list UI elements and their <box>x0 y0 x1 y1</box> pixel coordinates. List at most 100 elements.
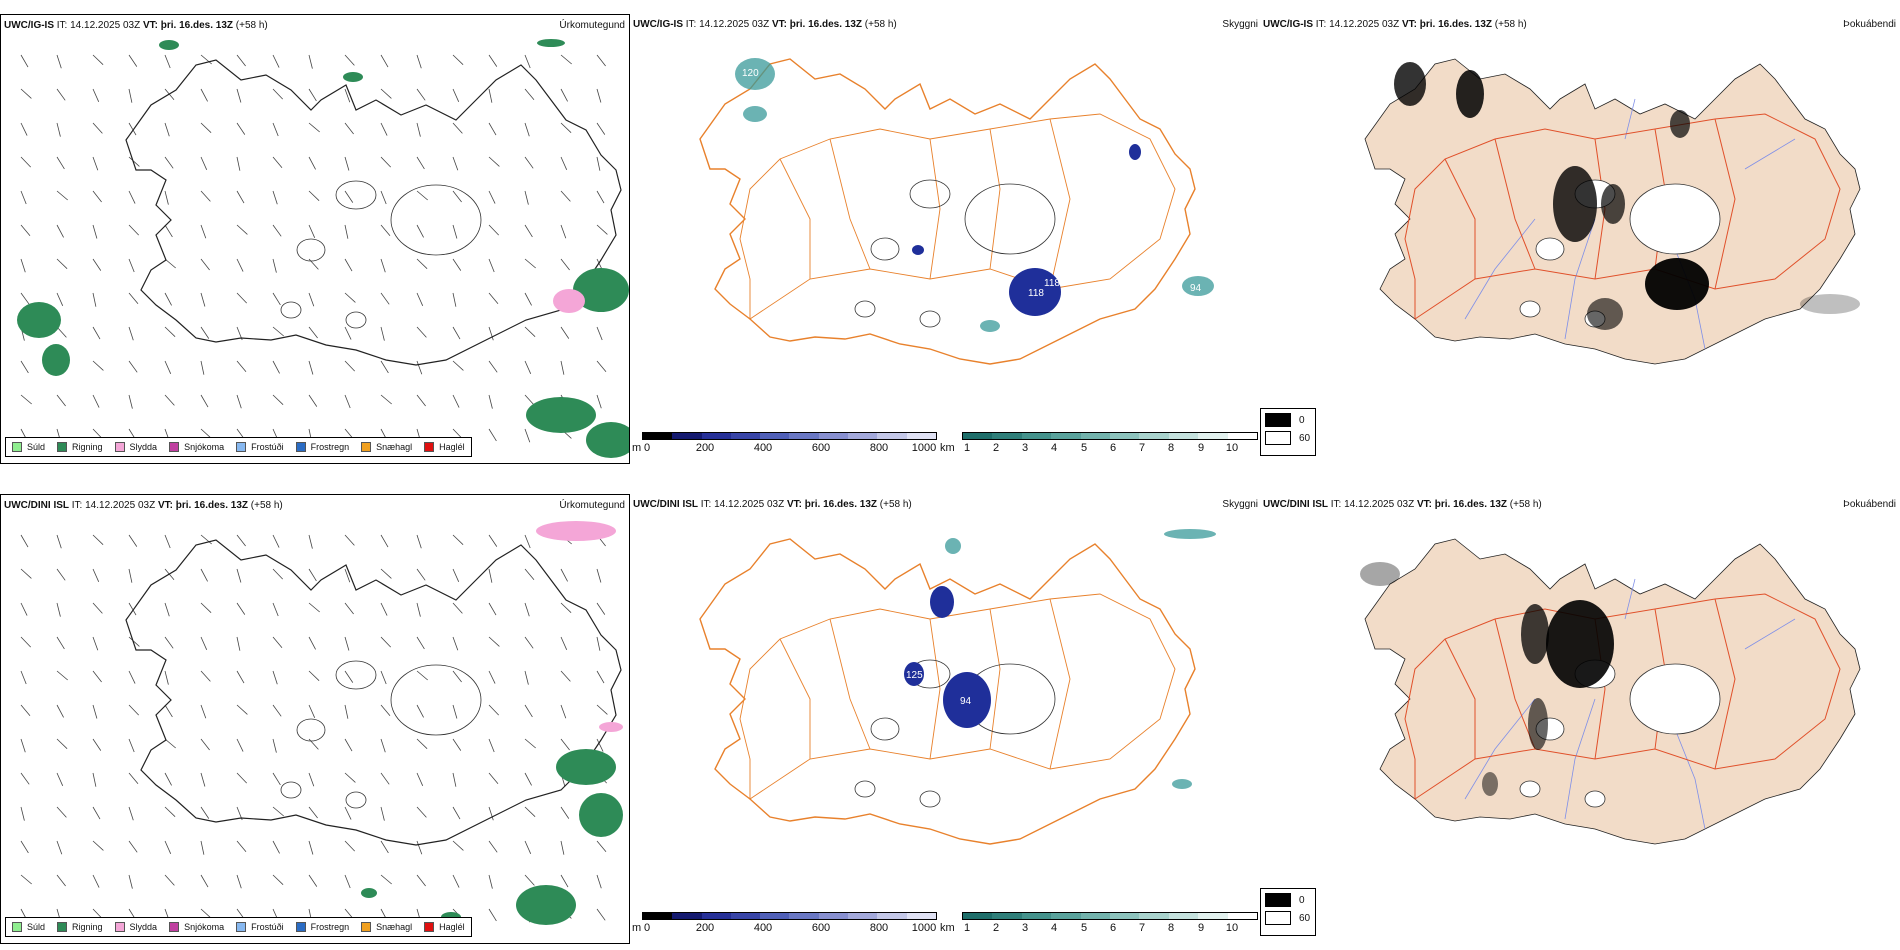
visibility-ticks: 1 2 3 4 5 6 7 8 9 10 <box>963 922 1239 934</box>
rain-areas <box>361 749 623 925</box>
ceiling-area <box>943 672 991 728</box>
fog-areas <box>1360 562 1614 796</box>
panel-title: Þokuábendi <box>1843 499 1896 510</box>
fog-area <box>1645 258 1709 310</box>
ceiling-value: 118 <box>1044 278 1060 289</box>
rain-area <box>17 302 61 338</box>
ceiling-colorbar: m 0 200 400 600 800 1000 <box>632 912 937 936</box>
ceiling-area <box>912 245 924 255</box>
rain-area <box>573 268 629 312</box>
visibility-unit: km <box>940 922 955 934</box>
legend-item: Frostúði <box>236 442 284 452</box>
visibility-value: 120 <box>742 68 759 79</box>
panel-header: UWC/IG-IS IT: 14.12.2025 03Z VT: þri. 16… <box>1263 19 1527 30</box>
glacier-outlines <box>854 179 1056 328</box>
panel-header: UWC/DINI ISL IT: 14.12.2025 03Z VT: þri.… <box>633 499 912 510</box>
sleet-area <box>553 289 585 313</box>
ceiling-unit: m <box>632 922 642 934</box>
visibility-area <box>1172 779 1192 789</box>
precip-legend: Súld Rigning Slydda Snjókoma Frostúði Fr… <box>5 437 472 457</box>
rain-area <box>343 72 363 82</box>
fog-map <box>1364 58 1861 365</box>
visibility-colorbar: km 1 2 3 4 5 6 7 8 9 10 <box>940 912 1258 936</box>
ceiling-unit: m <box>632 442 642 454</box>
ceiling-value: 125 <box>906 670 923 681</box>
legend-item: Slydda <box>114 922 157 932</box>
ceiling-area <box>1009 268 1061 316</box>
rain-areas <box>17 39 629 458</box>
fog-map <box>1360 538 1861 845</box>
visibility-gradient <box>962 912 1258 920</box>
ceiling-value: 94 <box>960 696 972 707</box>
low-visibility-areas <box>735 58 1214 332</box>
precip-map <box>20 521 623 925</box>
visibility-map: 120 118 118 94 <box>699 58 1214 365</box>
legend-item: 60 <box>1261 427 1315 445</box>
visibility-area <box>743 106 767 122</box>
low-ceiling-areas <box>904 586 991 728</box>
visibility-panel: UWC/IG-IS IT: 14.12.2025 03Z VT: þri. 16… <box>630 14 1260 464</box>
legend-item: 0 <box>1261 409 1315 427</box>
ceiling-area <box>904 662 924 686</box>
legend-item: Frostúði <box>236 922 284 932</box>
rain-area <box>586 422 629 458</box>
fog-area <box>1521 604 1549 664</box>
glacier-outlines <box>280 660 482 809</box>
legend-item: 60 <box>1261 907 1315 925</box>
visibility-value: 94 <box>1190 283 1202 294</box>
fog-area <box>1670 110 1690 138</box>
visibility-panel: UWC/DINI ISL IT: 14.12.2025 03Z VT: þri.… <box>630 494 1260 944</box>
visibility-area <box>1164 529 1216 539</box>
rain-area <box>556 749 616 785</box>
visibility-area <box>1182 276 1214 296</box>
iceland-outline <box>699 538 1196 845</box>
precip-type-panel: UWC/IG-IS IT: 14.12.2025 03Z VT: þri. 16… <box>0 14 630 464</box>
ceiling-area <box>1129 144 1141 160</box>
panel-title: Úrkomutegund <box>559 500 625 511</box>
visibility-colorbar: km 1 2 3 4 5 6 7 8 9 10 <box>940 432 1258 456</box>
legend-item: Snæhagl <box>361 442 412 452</box>
fog-area <box>1456 70 1484 118</box>
ceiling-colorbar: m 0 200 400 600 800 1000 <box>632 432 937 456</box>
fog-legend: 0 60 <box>1260 408 1316 456</box>
rain-area <box>516 885 576 925</box>
fog-areas <box>1394 62 1860 330</box>
fog-area <box>1360 562 1400 586</box>
wind-barbs <box>20 54 608 443</box>
panel-title: Þokuábendi <box>1843 19 1896 30</box>
rain-area <box>159 40 179 50</box>
visibility-area <box>980 320 1000 332</box>
rain-area <box>537 39 565 47</box>
visibility-area <box>945 538 961 554</box>
glacier-outlines <box>280 180 482 329</box>
iceland-outline <box>125 539 622 846</box>
ceiling-value: 118 <box>1028 288 1044 299</box>
iceland-outline <box>125 59 622 366</box>
fog-panel: UWC/DINI ISL IT: 14.12.2025 03Z VT: þri.… <box>1260 494 1900 944</box>
wind-barbs <box>20 534 608 923</box>
rain-area <box>579 793 623 837</box>
iceland-land <box>1364 538 1861 845</box>
panel-title: Skyggni <box>1222 499 1258 510</box>
visibility-unit: km <box>940 442 955 454</box>
legend-item: Snæhagl <box>361 922 412 932</box>
sleet-area <box>599 722 623 732</box>
fog-area <box>1601 184 1625 224</box>
sleet-area <box>536 521 616 541</box>
fog-area <box>1553 166 1597 242</box>
legend-item: Súld <box>12 442 45 452</box>
ceiling-ticks: 0 200 400 600 800 1000 <box>643 442 937 454</box>
low-ceiling-areas <box>912 144 1141 316</box>
panel-header: UWC/IG-IS IT: 14.12.2025 03Z VT: þri. 16… <box>633 19 897 30</box>
iceland-outline <box>699 58 1196 365</box>
ceiling-gradient <box>642 912 937 920</box>
fog-area <box>1546 600 1614 688</box>
panel-title: Skyggni <box>1222 19 1258 30</box>
panel-header: UWC/DINI ISL IT: 14.12.2025 03Z VT: þri.… <box>4 500 283 511</box>
legend-item: Snjókoma <box>169 442 224 452</box>
legend-item: Frostregn <box>295 442 349 452</box>
fog-area <box>1482 772 1498 796</box>
road-network <box>739 593 1176 800</box>
fog-area <box>1394 62 1426 106</box>
panel-header: UWC/DINI ISL IT: 14.12.2025 03Z VT: þri.… <box>1263 499 1542 510</box>
